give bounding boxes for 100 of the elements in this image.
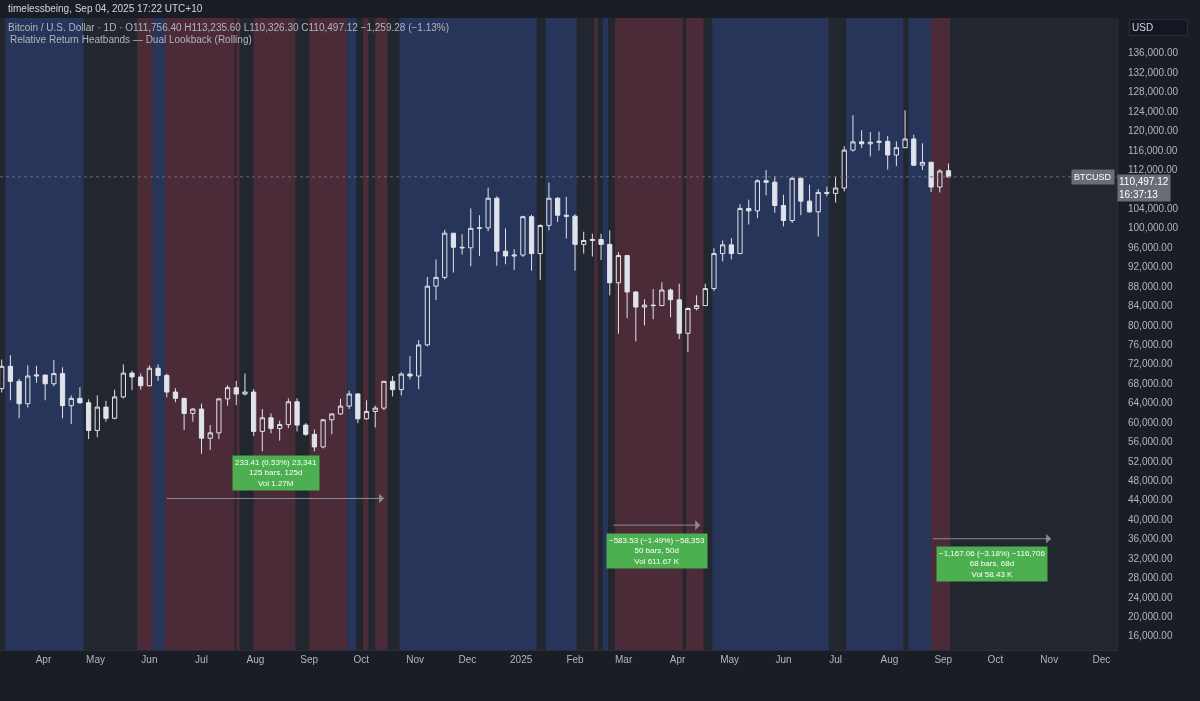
candlestick [381,380,387,411]
candlestick [615,251,622,335]
candlestick [59,366,66,419]
candlestick [528,214,535,272]
x-tick-label: Sep [300,654,319,665]
x-tick-label: Aug [880,654,899,665]
text: Relative Return Heatbands — Dual Lookback (Rolling) [10,34,252,45]
x-tick-label: Sep [934,654,953,665]
x-tick-label: Jul [829,654,842,665]
candlestick [329,412,335,435]
candlestick [728,237,734,260]
x-tick-label: Apr [669,654,686,665]
candlestick [850,114,856,153]
candlestick [181,397,187,431]
candlestick [138,373,144,391]
y-tick-label: 80,000.00 [1128,319,1173,331]
candlestick [546,182,552,231]
candlestick [806,184,813,214]
y-axis-title: USD [1132,22,1154,33]
y-tick-label: 24,000.00 [1128,591,1173,603]
candlestick [746,199,752,225]
candlestick [676,283,682,340]
candlestick [0,359,5,394]
x-tick-label: Aug [246,654,265,665]
y-tick-label: 112,000.00 [1128,164,1178,176]
candlestick [702,283,708,307]
candlestick [641,298,648,326]
candlestick [893,140,900,167]
y-tick-label: 68,000.00 [1128,377,1173,389]
candlestick [563,196,569,240]
candlestick [859,129,865,149]
candlestick [294,397,300,432]
y-tick-label: 120,000.00 [1128,125,1179,137]
y-tick-label: 76,000.00 [1128,338,1173,350]
y-tick-label: 96,000.00 [1128,241,1173,253]
candlestick [459,233,465,256]
candlestick [33,365,40,384]
candlestick [720,239,726,262]
candlestick [919,142,926,171]
candlestick [224,384,231,407]
candlestick [216,397,222,440]
candlestick [633,290,639,343]
candlestick [555,196,561,223]
candlestick [511,248,517,271]
candlestick [885,135,891,171]
candlestick [94,394,100,438]
candlestick [155,363,161,382]
x-tick-label: 2025 [510,654,533,665]
candlestick [659,281,665,307]
candlestick [68,394,74,425]
y-tick-label: 56,000.00 [1128,436,1173,448]
y-tick-label: 92,000.00 [1128,261,1173,273]
y-tick-label: 44,000.00 [1128,494,1173,506]
candlestick [572,213,578,272]
y-tick-label: 88,000.00 [1128,280,1173,292]
candlestick [476,214,483,257]
candlestick [607,229,613,296]
x-tick-label: Jun [141,654,158,665]
candlestick [372,405,378,429]
candlestick [198,403,205,455]
x-tick-label: Apr [35,654,52,665]
candlestick [85,398,92,440]
y-tick-label: 16,000.00 [1128,630,1173,642]
candlestick [780,194,787,227]
candlestick [832,176,839,204]
y-tick-label: 40,000.00 [1128,513,1173,525]
candlestick [259,408,265,452]
candlestick [685,307,691,353]
y-tick-label: 136,000.00 [1128,47,1179,59]
x-tick-label: Oct [987,654,1004,665]
candlestick [389,375,396,397]
candlestick [303,422,309,437]
x-tick-label: Dec [458,654,477,665]
candlestick [763,169,769,196]
candlestick [190,407,196,423]
candlestick [346,390,352,410]
y-tick-label: 100,000.00 [1128,222,1179,234]
candlestick [433,258,439,301]
candlestick [485,187,491,232]
y-tick-label: 60,000.00 [1128,416,1173,428]
candlestick [398,371,404,396]
candlestick [25,364,31,409]
candlestick [867,131,873,157]
candlestick [51,359,57,387]
candlestick [693,294,700,311]
y-tick-label: 20,000.00 [1128,610,1173,622]
candlestick [581,231,587,255]
y-tick-label: 104,000.00 [1128,202,1179,214]
candlestick [363,399,370,421]
candlestick [407,355,413,380]
candlestick [772,175,778,214]
annotation: 233.41 (0.53%) 23,341 125 bars, 125d Vol 1.27M [235,458,317,488]
y-tick-label: 28,000.00 [1128,572,1173,584]
candlestick [311,428,318,452]
candlestick [598,233,604,261]
candlestick [737,203,743,255]
candlestick [911,134,917,167]
candlestick [589,233,595,258]
candlestick [945,163,952,179]
candlestick [902,109,908,149]
